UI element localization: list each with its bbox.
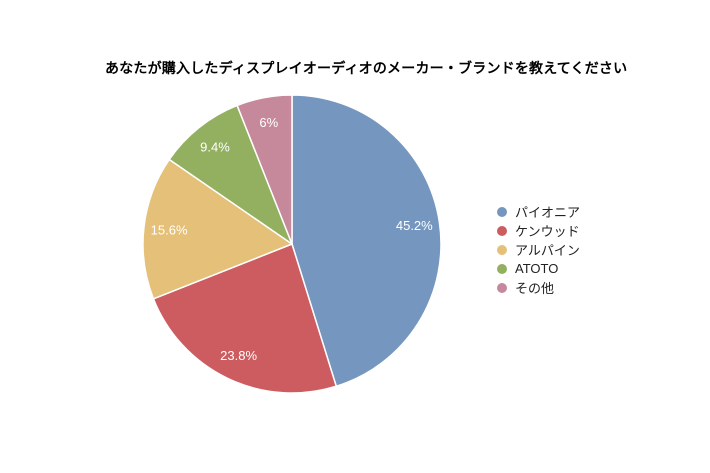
pie-slice-label: 45.2% <box>396 218 433 233</box>
legend-label: その他 <box>515 281 555 296</box>
legend-label: アルパイン <box>515 243 580 258</box>
legend-label: ケンウッド <box>515 224 580 239</box>
legend-item: アルパイン <box>497 240 580 259</box>
pie-slice <box>168 104 293 245</box>
legend-color-dot <box>497 282 507 293</box>
pie-slice <box>142 158 293 300</box>
pie-slice <box>291 94 442 388</box>
legend-label: ATOTO <box>515 261 559 276</box>
pie-slice-label: 15.6% <box>151 223 188 238</box>
legend-color-dot <box>497 206 507 217</box>
legend-item: ATOTO <box>497 259 580 278</box>
legend-color-dot <box>497 244 507 255</box>
chart-title: あなたが購入したディスプレイオーディオのメーカー・ブランドを教えてください <box>105 60 628 76</box>
legend-color-dot <box>497 225 507 236</box>
pie-slice-label: 23.8% <box>220 348 257 363</box>
legend-label: パイオニア <box>515 205 581 220</box>
legend-item: その他 <box>497 278 580 297</box>
legend-item: パイオニア <box>497 202 580 221</box>
pie-slice-label: 9.4% <box>200 140 230 155</box>
pie-slice-label: 6% <box>259 115 278 130</box>
legend-item: ケンウッド <box>497 221 580 240</box>
legend-color-dot <box>497 263 507 274</box>
pie-slice <box>236 94 293 245</box>
legend: パイオニアケンウッドアルパイン ATOTO その他 <box>497 202 580 297</box>
